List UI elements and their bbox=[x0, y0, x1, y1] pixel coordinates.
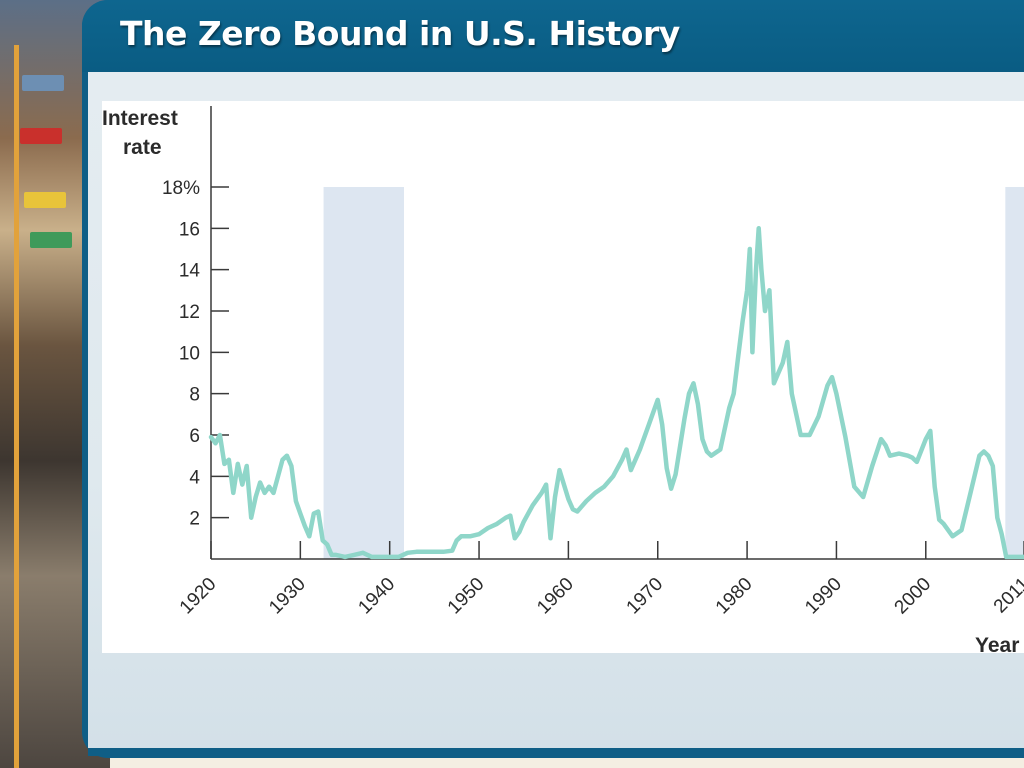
photo-sign-red bbox=[20, 128, 62, 144]
y-ticks: 18% 16 14 12 10 8 6 4 2 bbox=[162, 178, 229, 530]
bottom-bar bbox=[88, 748, 1024, 756]
x-tick-label: 1950 bbox=[444, 574, 489, 619]
y-tick-label: 4 bbox=[189, 467, 200, 488]
y-tick-label: 10 bbox=[179, 343, 200, 364]
x-tick-label: 1980 bbox=[712, 574, 757, 619]
interest-rate-chart: 18% 16 14 12 10 8 6 4 2 1920 1930 1940 1950 1960 1970… bbox=[102, 106, 1024, 653]
x-tick-label: 1990 bbox=[801, 574, 846, 619]
slide-title: The Zero Bound in U.S. History bbox=[120, 14, 680, 53]
y-tick-label: 12 bbox=[179, 302, 200, 323]
x-ticks: 1920 1930 1940 1950 1960 1970 1980 1990 2000 2011 bbox=[176, 541, 1024, 618]
x-tick-label: 1930 bbox=[265, 574, 310, 619]
axes bbox=[210, 106, 1024, 560]
y-tick-label: 8 bbox=[189, 385, 200, 406]
interest-rate-series-line bbox=[208, 226, 1024, 560]
header-band bbox=[82, 0, 1024, 72]
chart-panel: 18% 16 14 12 10 8 6 4 2 1920 1930 1940 1950 1960 1970… bbox=[102, 101, 1024, 653]
x-tick-label: 2011 bbox=[990, 574, 1024, 618]
x-tick-label: 2000 bbox=[891, 574, 936, 619]
shaded-periods bbox=[323, 187, 1024, 559]
accent-bar bbox=[14, 45, 19, 768]
x-tick-label: 1920 bbox=[176, 574, 221, 619]
x-axis-title: Year bbox=[975, 634, 1019, 653]
shaded-period-0 bbox=[323, 187, 404, 559]
y-tick-label: 18% bbox=[162, 178, 200, 199]
photo-sign-yellow bbox=[24, 192, 66, 208]
y-tick-label: 14 bbox=[179, 261, 201, 282]
y-tick-label: 6 bbox=[189, 426, 200, 447]
y-axis-title-line2: rate bbox=[123, 136, 162, 159]
y-tick-label: 2 bbox=[189, 509, 200, 530]
x-tick-label: 1970 bbox=[623, 574, 668, 619]
y-axis-title-line1: Interest bbox=[102, 107, 178, 130]
x-tick-label: 1940 bbox=[354, 574, 399, 619]
x-tick-label: 1960 bbox=[533, 574, 578, 619]
y-tick-label: 16 bbox=[179, 219, 200, 240]
shaded-period-1 bbox=[1005, 187, 1024, 559]
photo-sign-green bbox=[30, 232, 72, 248]
photo-sign-blue bbox=[22, 75, 64, 91]
